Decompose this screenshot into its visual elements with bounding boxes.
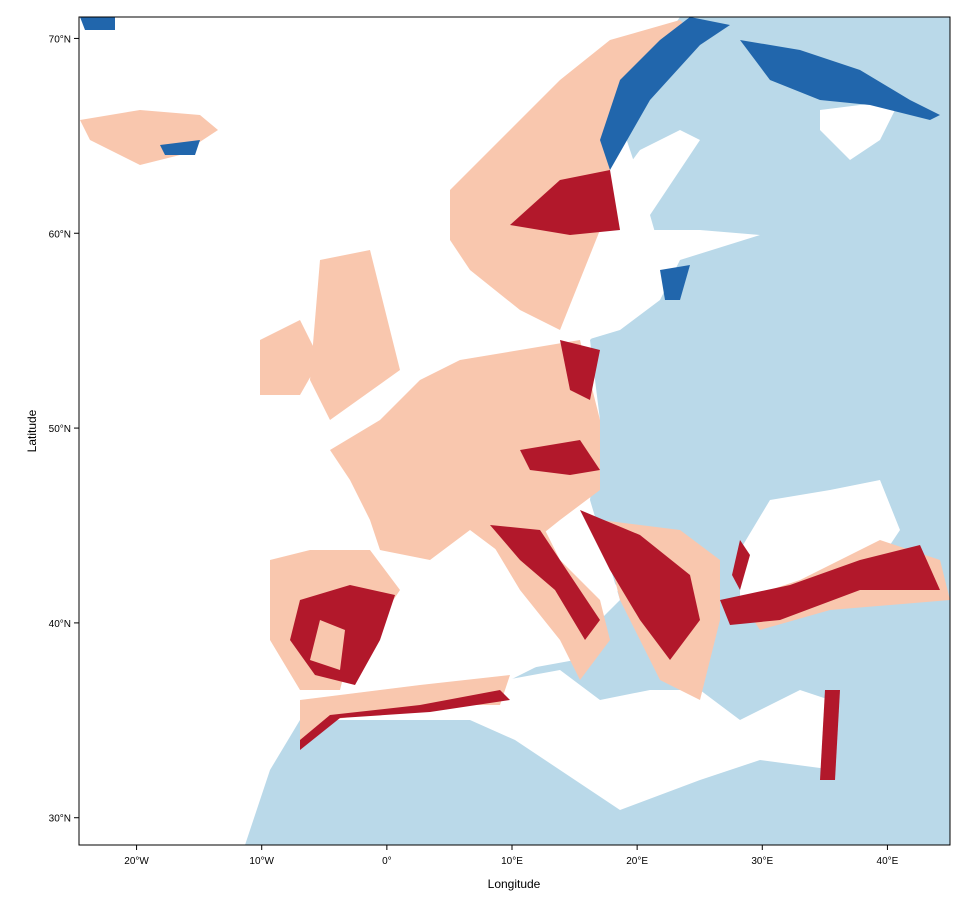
baltic <box>540 130 760 345</box>
x-tick-label: 10°W <box>249 856 274 867</box>
region-red <box>290 170 940 780</box>
y-tick-label: 50°N <box>49 424 71 435</box>
x-tick-label: 0° <box>382 856 392 867</box>
region-dark-blue <box>80 17 940 300</box>
white-sea <box>820 100 900 160</box>
plot-border <box>78 16 951 846</box>
x-tick-label: 30°E <box>751 856 773 867</box>
y-tick-label: 60°N <box>49 229 71 240</box>
x-tick-label: 40°E <box>877 856 899 867</box>
x-tick-label: 20°W <box>124 856 149 867</box>
map-area <box>79 17 950 845</box>
y-tick-label: 40°N <box>49 619 71 630</box>
region-light-blue <box>245 17 950 845</box>
x-tick-label: 20°E <box>626 856 648 867</box>
y-tick-label: 70°N <box>49 34 71 45</box>
x-tick-label: 10°E <box>501 856 523 867</box>
x-axis-label: Longitude <box>488 877 541 891</box>
adriatic-aegean <box>540 520 620 600</box>
tyrrhenian <box>420 545 575 670</box>
black-sea <box>740 480 900 600</box>
y-axis-label: Latitude <box>25 409 39 452</box>
y-tick-label: 30°N <box>49 814 71 825</box>
